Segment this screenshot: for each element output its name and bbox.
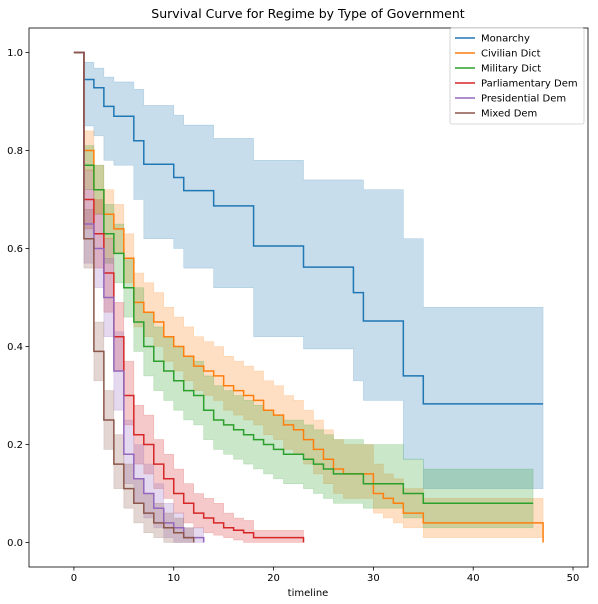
y-axis-ticks: 0.0 0.2 0.4 0.6 0.8 1.0 [7,48,29,549]
series-line-parliamentary-dem [73,51,305,543]
legend-label-civilian-dict: Civilian Dict [481,49,541,60]
y-tick-label: 0.6 [7,244,23,255]
legend-label-presidential-dem: Presidential Dem [481,94,566,105]
y-tick-label: 0.8 [7,146,23,157]
x-tick-label: 20 [267,573,280,584]
confidence-bands [73,52,544,543]
x-tick-label: 30 [367,573,380,584]
x-tick-label: 50 [567,573,580,584]
x-tick-label: 40 [467,573,480,584]
chart-title: Survival Curve for Regime by Type of Gov… [151,6,465,21]
legend-label-mixed-dem: Mixed Dem [481,109,537,120]
y-tick-label: 1.0 [7,48,23,59]
legend-label-military-dict: Military Dict [481,64,541,75]
series-line-mixed-dem [73,51,195,543]
series-line-monarchy [73,51,544,405]
x-tick-label: 10 [167,573,180,584]
x-axis-label: timeline [288,588,329,599]
ci-band-parliamentary-dem [73,52,304,543]
legend-label-parliamentary-dem: Parliamentary Dem [481,79,578,90]
series-line-civilian-dict [73,51,544,543]
y-tick-label: 0.4 [7,342,23,353]
ci-band-monarchy [73,52,544,489]
plot-frame [28,27,589,568]
y-tick-label: 0.0 [7,538,23,549]
legend-label-monarchy: Monarchy [481,34,530,45]
legend: Monarchy Civilian Dict Military Dict Parlia… [449,27,585,125]
ci-band-mixed-dem [73,52,195,543]
series-line-military-dict [73,51,534,505]
series-lines [73,51,544,543]
x-axis-ticks: 0 10 20 30 40 50 [71,567,580,584]
x-tick-label: 0 [71,573,77,584]
legend-box [449,27,585,125]
y-tick-label: 0.2 [7,440,23,451]
